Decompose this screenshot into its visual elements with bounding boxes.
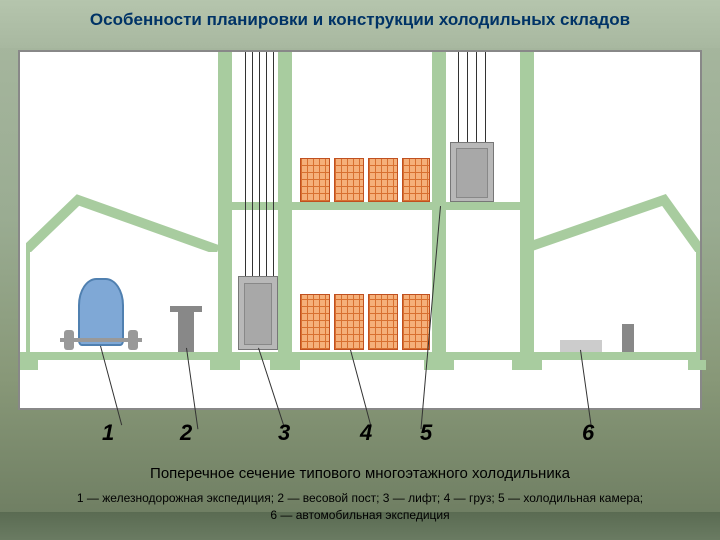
cargo-crate [368,294,398,350]
right-roof [520,240,700,252]
leader-line [350,350,372,428]
legend: 1 — железнодорожная экспедиция; 2 — весо… [0,490,720,524]
column-4 [520,52,534,360]
cross-section-diagram [18,50,702,410]
callout-5: 5 [420,420,432,446]
callout-1: 1 [102,420,114,446]
footing [688,360,706,370]
elevator-cable [266,52,267,276]
footing [210,360,240,370]
elevator-cable [259,52,260,276]
weigh-post-top [170,306,202,312]
footing [20,360,38,370]
cargo-crate [300,158,330,202]
leader-line [580,350,592,429]
column-2 [278,52,292,360]
cargo-crate [402,158,430,202]
cargo-crate [334,158,364,202]
right-outer-wall [696,250,700,352]
footing [270,360,300,370]
elevator-cable [245,52,246,276]
diagram-subtitle: Поперечное сечение типового многоэтажног… [0,465,720,482]
left-roof [26,240,218,252]
elevator-upper [450,142,494,202]
elevator-cable [485,52,486,142]
callout-numbers: 1 2 3 4 5 6 [0,420,720,460]
callout-6: 6 [582,420,594,446]
elevator-cable [458,52,459,142]
footing [512,360,542,370]
callout-3: 3 [278,420,290,446]
elevator-lower [238,276,278,350]
page-title: Особенности планировки и конструкции хол… [0,10,720,30]
callout-4: 4 [360,420,372,446]
legend-line-1: 1 — железнодорожная экспедиция; 2 — весо… [0,490,720,507]
elevator-cable [252,52,253,276]
cargo-crate [402,294,430,350]
elevator-cable [273,52,274,276]
cargo-crate [368,158,398,202]
footing [424,360,454,370]
leader-line [186,348,198,429]
cargo-crate [334,294,364,350]
weigh-post [178,310,194,352]
rail-wheel [64,330,74,350]
elevator-cable [467,52,468,142]
cargo-crate [300,294,330,350]
ground-level [20,352,700,360]
elevator-cable [476,52,477,142]
rail-tank [78,278,124,346]
rail-wheel [128,330,138,350]
callout-2: 2 [180,420,192,446]
right-post [622,324,634,352]
legend-line-2: 6 — автомобильная экспедиция [0,507,720,524]
left-outer-wall [26,250,30,352]
column-1 [218,52,232,360]
